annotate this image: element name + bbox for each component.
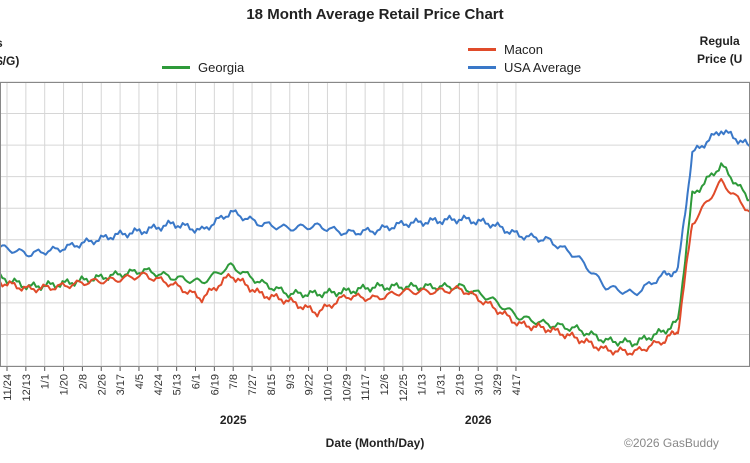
legend-swatch-georgia [162,66,190,69]
x-tick-label: 7/8 [228,374,240,389]
series-line-macon [0,178,750,356]
year-labels: 2025 2026 [220,413,492,427]
x-tick-label: 2/26 [96,374,108,395]
x-tick-label: 11/24 [2,374,14,401]
plot-frame [0,82,750,367]
x-tick-label: 11/17 [360,374,372,401]
x-tick-label: 1/31 [436,374,448,395]
x-tick-label: 9/22 [304,374,316,395]
x-tick-label: 1/1 [40,374,52,389]
axis-frame [0,82,750,371]
x-tick-label: 12/6 [379,374,391,395]
legend-swatch-usa-average [468,66,496,69]
x-tick-label: 2/8 [77,374,89,389]
x-tick-label: 4/5 [134,374,146,389]
series-line-georgia [0,162,750,348]
copyright-text: ©2026 GasBuddy [624,436,719,450]
x-tick-label: 6/19 [209,374,221,395]
chart-title: 18 Month Average Retail Price Chart [246,6,504,23]
x-tick-label: 10/29 [341,374,353,402]
x-tick-label: 8/15 [266,374,278,395]
left-axis-label: s $/G) [0,36,20,68]
x-tick-label: 5/13 [172,374,184,395]
x-tick-label: 12/13 [21,374,33,402]
x-tick-label: 1/20 [59,374,71,395]
x-tick-label: 9/3 [285,374,297,389]
legend-item-macon[interactable]: Macon [468,42,543,57]
legend-label-georgia: Georgia [198,60,245,75]
x-tick-label: 2/19 [454,374,466,395]
x-tick-label: 12/25 [398,374,410,402]
x-tick-label: 1/13 [417,374,429,395]
x-tick-label: 10/10 [322,374,334,402]
x-axis-label: Date (Month/Day) [325,436,425,450]
grid-lines [0,81,750,367]
right-axis-label: Regula Price (U [697,34,743,66]
legend-swatch-macon [468,48,496,51]
x-tick-label: 3/17 [115,374,127,395]
x-tick-label: 7/27 [247,374,259,395]
x-tick-label: 3/29 [492,374,504,395]
x-tick-label: 6/1 [191,374,203,389]
legend-item-georgia[interactable]: Georgia [162,60,244,75]
series-lines [0,129,750,356]
series-line-usa-average [0,129,750,297]
legend-label-usa-average: USA Average [504,60,582,75]
legend-item-usa-average[interactable]: USA Average [468,60,581,75]
x-tick-label: 4/24 [153,374,165,395]
x-tick-label: 3/10 [473,374,485,395]
x-tick-label: 4/17 [511,374,523,395]
legend-label-macon: Macon [504,42,544,57]
x-tick-labels: 11/24 12/13 1/1 1/20 2/8 2/26 3/17 4/5 4/24 5/13 6… [2,374,523,402]
year-label-2025: 2025 [220,413,247,427]
year-label-2026: 2026 [465,413,492,427]
